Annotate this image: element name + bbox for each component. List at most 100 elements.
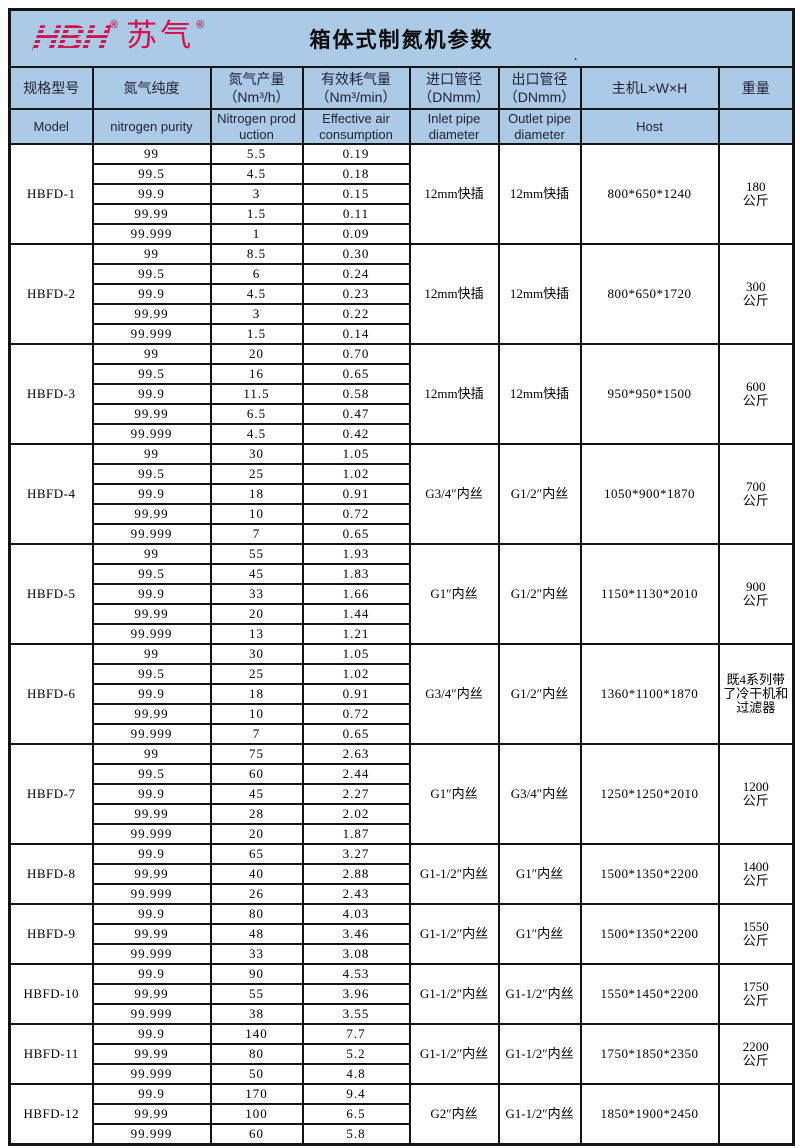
- production-cell: 48: [209, 923, 304, 945]
- production-cell: 38: [209, 1003, 304, 1025]
- data-row: 99.5 25 1.02: [10, 663, 794, 685]
- table-body: HBFD-1 99 5.5 0.19 12mm快插 12mm快插 800*650*1240 1…: [8, 143, 795, 1146]
- data-row: 99.5 4.5 0.18: [10, 163, 794, 185]
- production-cell: 80: [209, 903, 304, 925]
- host-dimensions-cell: 1250*1250*2010: [579, 743, 720, 845]
- production-cell: 55: [209, 543, 304, 565]
- purity-cell: 99.5: [91, 763, 212, 785]
- consumption-cell: 0.91: [301, 483, 411, 505]
- production-cell: 3: [209, 303, 304, 325]
- consumption-cell: 2.43: [301, 883, 411, 905]
- purity-cell: 99.5: [91, 463, 212, 485]
- purity-cell: 99.999: [91, 523, 212, 545]
- col-header-weight-en: [717, 108, 795, 145]
- production-cell: 30: [209, 643, 304, 665]
- host-dimensions-cell: 1850*1900*2450: [579, 1083, 720, 1146]
- production-cell: 8.5: [209, 243, 304, 265]
- data-row: 99.99 48 3.46: [10, 923, 794, 945]
- title-cell: HBH ® 苏气 ® 箱体式制氮机参数 .: [8, 8, 795, 68]
- consumption-cell: 1.83: [301, 563, 411, 585]
- data-row: HBFD-6 99 30 1.05 G3/4″内丝 G1/2″内丝 1360*1100*18…: [8, 643, 795, 745]
- purity-cell: 99.99: [91, 1043, 212, 1065]
- consumption-cell: 3.46: [301, 923, 411, 945]
- col-header-model-cn: 规格型号: [8, 66, 94, 110]
- purity-cell: 99.999: [91, 423, 212, 445]
- production-cell: 90: [209, 963, 304, 985]
- host-dimensions-cell: 800*650*1240: [579, 143, 720, 245]
- consumption-cell: 3.96: [301, 983, 411, 1005]
- purity-cell: 99.999: [91, 823, 212, 845]
- production-cell: 55: [209, 983, 304, 1005]
- purity-cell: 99: [91, 543, 212, 565]
- purity-cell: 99.999: [91, 323, 212, 345]
- col-header-outlet-cn: 出口管径 （DNmm）: [497, 66, 582, 110]
- consumption-cell: 0.19: [301, 143, 411, 165]
- consumption-cell: 3.55: [301, 1003, 411, 1025]
- data-row: HBFD-5 99 55 1.93 G1″内丝 G1/2″内丝 1150*1130*2010…: [8, 543, 795, 645]
- data-row: HBFD-11 99.9 140 7.7 G1-1/2″内丝 G1-1/2″内丝 1750*…: [8, 1023, 795, 1085]
- outlet-pipe-cell: 12mm快插: [497, 343, 582, 445]
- production-cell: 3: [209, 183, 304, 205]
- production-cell: 26: [209, 883, 304, 905]
- title-row: HBH ® 苏气 ® 箱体式制氮机参数 .: [8, 8, 795, 68]
- consumption-cell: 0.23: [301, 283, 411, 305]
- data-row: 99.9 3 0.15: [10, 183, 794, 205]
- data-row: 99.9 4.5 0.23: [10, 283, 794, 305]
- weight-cell: 2200 公斤: [717, 1023, 795, 1085]
- col-header-consumption-en: Effective air consumption: [301, 108, 411, 145]
- purity-cell: 99: [91, 443, 212, 465]
- production-cell: 1.5: [209, 323, 304, 345]
- purity-cell: 99.999: [91, 1123, 212, 1146]
- consumption-cell: 0.72: [301, 703, 411, 725]
- registered-trademark-icon: ®: [110, 19, 119, 31]
- data-row: 99.999 60 5.8: [10, 1123, 794, 1146]
- inlet-pipe-cell: G1″内丝: [408, 543, 500, 645]
- production-cell: 40: [209, 863, 304, 885]
- host-dimensions-cell: 800*650*1720: [579, 243, 720, 345]
- model-cell: HBFD-3: [8, 343, 94, 445]
- purity-cell: 99.999: [91, 943, 212, 965]
- inlet-pipe-cell: G1-1/2″内丝: [408, 963, 500, 1025]
- inlet-pipe-cell: 12mm快插: [408, 143, 500, 245]
- data-row: 99.999 1 0.09: [10, 223, 794, 245]
- consumption-cell: 0.72: [301, 503, 411, 525]
- purity-cell: 99.99: [91, 503, 212, 525]
- data-row: 99.5 16 0.65: [10, 363, 794, 385]
- data-row: 99.99 10 0.72: [10, 703, 794, 725]
- consumption-cell: 0.58: [301, 383, 411, 405]
- purity-cell: 99.99: [91, 603, 212, 625]
- data-row: 99.999 33 3.08: [10, 943, 794, 965]
- purity-cell: 99.5: [91, 263, 212, 285]
- data-row: 99.99 6.5 0.47: [10, 403, 794, 425]
- consumption-cell: 0.65: [301, 723, 411, 745]
- weight-cell: 既4系列带 了冷干机和 过滤器: [717, 643, 795, 745]
- data-row: 99.5 45 1.83: [10, 563, 794, 585]
- purity-cell: 99: [91, 243, 212, 265]
- data-row: 99.9 18 0.91: [10, 483, 794, 505]
- model-cell: HBFD-6: [8, 643, 94, 745]
- consumption-cell: 0.42: [301, 423, 411, 445]
- consumption-cell: 4.53: [301, 963, 411, 985]
- production-cell: 16: [209, 363, 304, 385]
- consumption-cell: 0.15: [301, 183, 411, 205]
- inlet-pipe-cell: G1-1/2″内丝: [408, 843, 500, 905]
- consumption-cell: 1.44: [301, 603, 411, 625]
- data-row: 99.999 7 0.65: [10, 723, 794, 745]
- production-cell: 170: [209, 1083, 304, 1105]
- outlet-pipe-cell: G3/4″内丝: [497, 743, 582, 845]
- data-row: HBFD-9 99.9 80 4.03 G1-1/2″内丝 G1″内丝 1500*1350*…: [8, 903, 795, 965]
- purity-cell: 99: [91, 143, 212, 165]
- consumption-cell: 1.93: [301, 543, 411, 565]
- outlet-pipe-cell: G1-1/2″内丝: [497, 1083, 582, 1146]
- purity-cell: 99.99: [91, 983, 212, 1005]
- production-cell: 13: [209, 623, 304, 645]
- production-cell: 18: [209, 483, 304, 505]
- consumption-cell: 0.47: [301, 403, 411, 425]
- production-cell: 100: [209, 1103, 304, 1125]
- data-row: 99.999 38 3.55: [10, 1003, 794, 1025]
- production-cell: 4.5: [209, 283, 304, 305]
- purity-cell: 99.999: [91, 623, 212, 645]
- purity-cell: 99: [91, 343, 212, 365]
- data-row: 99.999 26 2.43: [10, 883, 794, 905]
- data-row: 99.5 25 1.02: [10, 463, 794, 485]
